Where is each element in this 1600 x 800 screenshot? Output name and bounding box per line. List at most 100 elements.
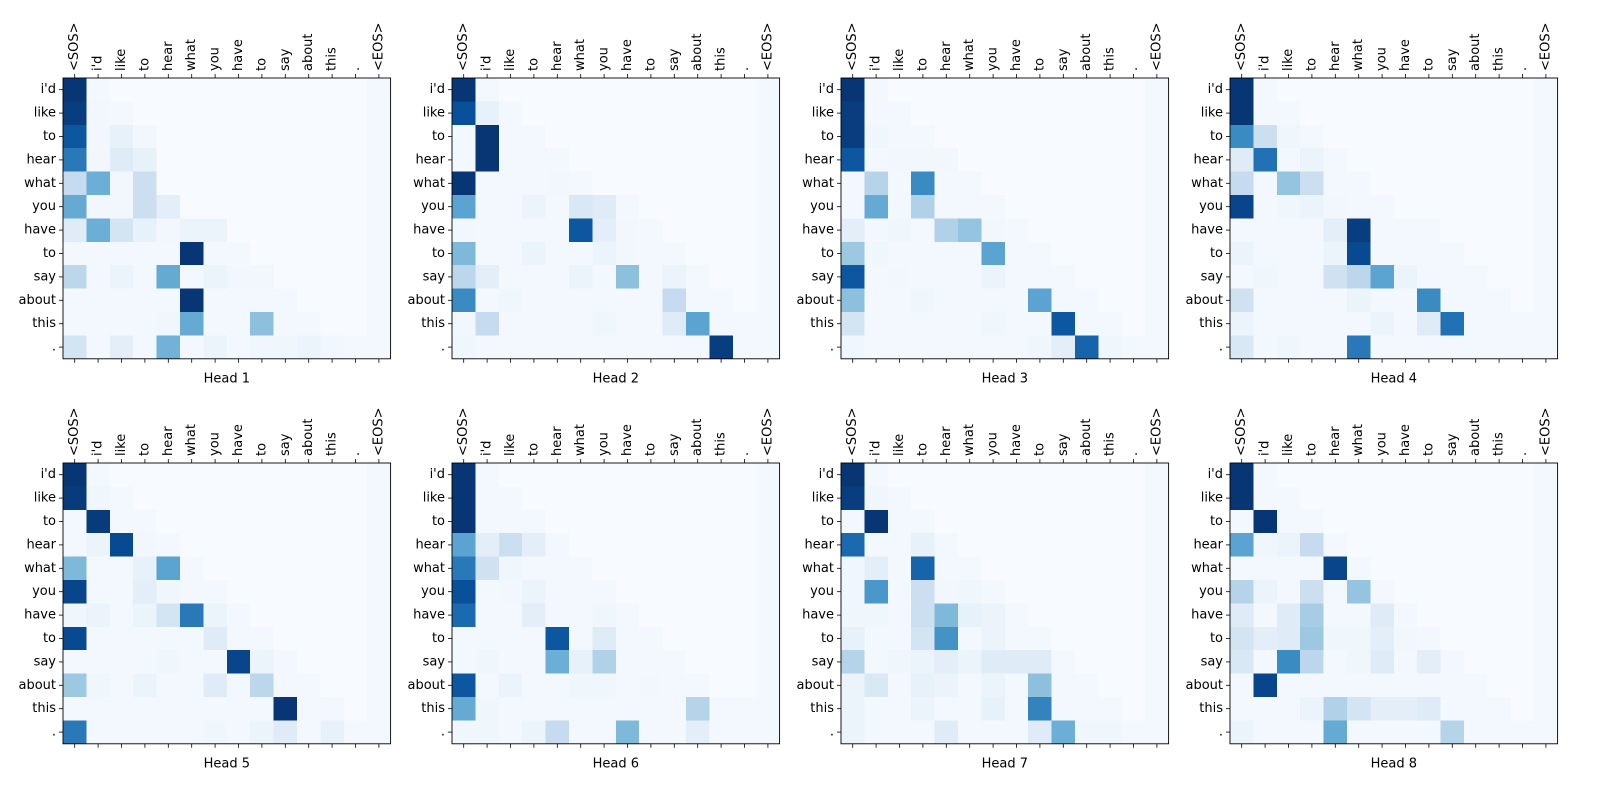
heatmap-cell: [1323, 195, 1348, 219]
heatmap-cell: [958, 650, 982, 674]
heatmap-cell: [756, 603, 780, 628]
heatmap-cell: [615, 312, 640, 336]
heatmap-cell: [686, 463, 710, 487]
heatmap-cell: [297, 650, 321, 674]
heatmap-cell: [1393, 463, 1418, 487]
heatmap-cell: [367, 241, 391, 266]
heatmap-cell: [203, 241, 228, 266]
x-tick-label: hear: [550, 41, 565, 71]
x-tick-label: <EOS>: [760, 408, 775, 456]
heatmap-cell: [156, 463, 181, 487]
heatmap-cell: [662, 603, 687, 628]
heatmap-cell: [958, 148, 982, 172]
heatmap-cell: [180, 312, 204, 336]
heatmap-cell: [934, 580, 959, 604]
heatmap-cell: [1028, 650, 1052, 674]
heatmap-cell: [109, 335, 134, 360]
heatmap-cell: [1417, 650, 1441, 674]
heatmap-cell: [226, 288, 251, 313]
heatmap-cell: [934, 171, 959, 196]
heatmap-cell: [615, 124, 640, 149]
heatmap-cell: [1464, 697, 1488, 721]
heatmap-cell: [203, 218, 228, 243]
y-tick-label: like: [34, 491, 56, 506]
y-tick-label: i'd: [819, 467, 834, 482]
heatmap-cell: [841, 148, 865, 172]
heatmap-cell: [592, 463, 617, 487]
heatmap-cell: [545, 265, 570, 289]
heatmap-cell: [1276, 673, 1301, 698]
heatmap-cell: [911, 288, 935, 313]
heatmap-cell: [320, 101, 345, 126]
heatmap-cell: [1393, 312, 1418, 336]
y-tick-label: have: [24, 223, 56, 238]
heatmap-cell: [86, 556, 111, 581]
heatmap-cell: [226, 556, 251, 581]
heatmap-cell: [250, 101, 274, 126]
heatmap-cell: [864, 673, 889, 698]
heatmap-cell: [1121, 486, 1146, 511]
heatmap-cell: [1323, 673, 1348, 698]
heatmap-cell: [180, 195, 204, 219]
heatmap-cell: [1393, 720, 1418, 745]
heatmap-cell: [1417, 288, 1441, 313]
x-tick-label: .: [1126, 452, 1141, 456]
heatmap-cell: [273, 486, 298, 511]
heatmap-cell: [273, 533, 298, 557]
heatmap-cell: [1323, 533, 1348, 557]
heatmap-cell: [320, 603, 345, 628]
heatmap-cell: [1276, 626, 1301, 651]
heatmap-cell: [1145, 171, 1169, 196]
heatmap-cell: [756, 509, 780, 534]
heatmap-cell: [662, 288, 687, 313]
heatmap-cell: [133, 626, 157, 651]
heatmap-cell: [934, 720, 959, 745]
heatmap-cell: [1028, 335, 1052, 360]
heatmap-cell: [343, 265, 368, 289]
heatmap-cell: [1098, 148, 1123, 172]
heatmap-cell: [639, 241, 663, 266]
heatmap-cell: [1145, 533, 1169, 557]
heatmap-cell: [343, 288, 368, 313]
heatmap-cell: [887, 171, 912, 196]
heatmap-cell: [226, 241, 251, 266]
x-tick-label: to: [254, 58, 269, 71]
heatmap-cell: [1051, 265, 1076, 289]
heatmap-cell: [1510, 335, 1535, 360]
heatmap-cell: [1075, 265, 1099, 289]
heatmap-cell: [86, 218, 111, 243]
heatmap-cell: [63, 335, 87, 360]
heatmap-cell: [156, 78, 181, 102]
heatmap-cell: [662, 101, 687, 126]
x-tick-label: .: [1126, 67, 1141, 71]
heatmap-cell: [522, 650, 546, 674]
heatmap-cell: [1347, 312, 1371, 336]
heatmap-cell: [686, 312, 710, 336]
heatmap-cell: [86, 720, 111, 745]
heatmap-cell: [686, 650, 710, 674]
heatmap-cell: [522, 265, 546, 289]
heatmap-cell: [841, 697, 865, 721]
heatmap-cell: [958, 171, 982, 196]
heatmap-cell: [1145, 673, 1169, 698]
heatmap-cell: [133, 720, 157, 745]
heatmap-cell: [1121, 78, 1146, 102]
heatmap-cell: [864, 626, 889, 651]
heatmap-cell: [250, 78, 274, 102]
heatmap-cell: [475, 556, 500, 581]
heatmap-cell: [1051, 218, 1076, 243]
heatmap-cell: [343, 697, 368, 721]
heatmap-cell: [732, 148, 757, 172]
heatmap-cell: [732, 288, 757, 313]
heatmap-cell: [1534, 463, 1558, 487]
heatmap-cell: [498, 124, 523, 149]
heatmap-cell: [911, 697, 935, 721]
heatmap-cell: [639, 78, 663, 102]
y-tick-label: i'd: [1208, 467, 1223, 482]
heatmap-cell: [841, 171, 865, 196]
heatmap-cell: [1253, 265, 1278, 289]
y-tick-label: say: [812, 269, 835, 284]
heatmap-cell: [320, 218, 345, 243]
x-tick-label: you: [986, 47, 1001, 71]
x-tick-label: <SOS>: [67, 22, 82, 71]
